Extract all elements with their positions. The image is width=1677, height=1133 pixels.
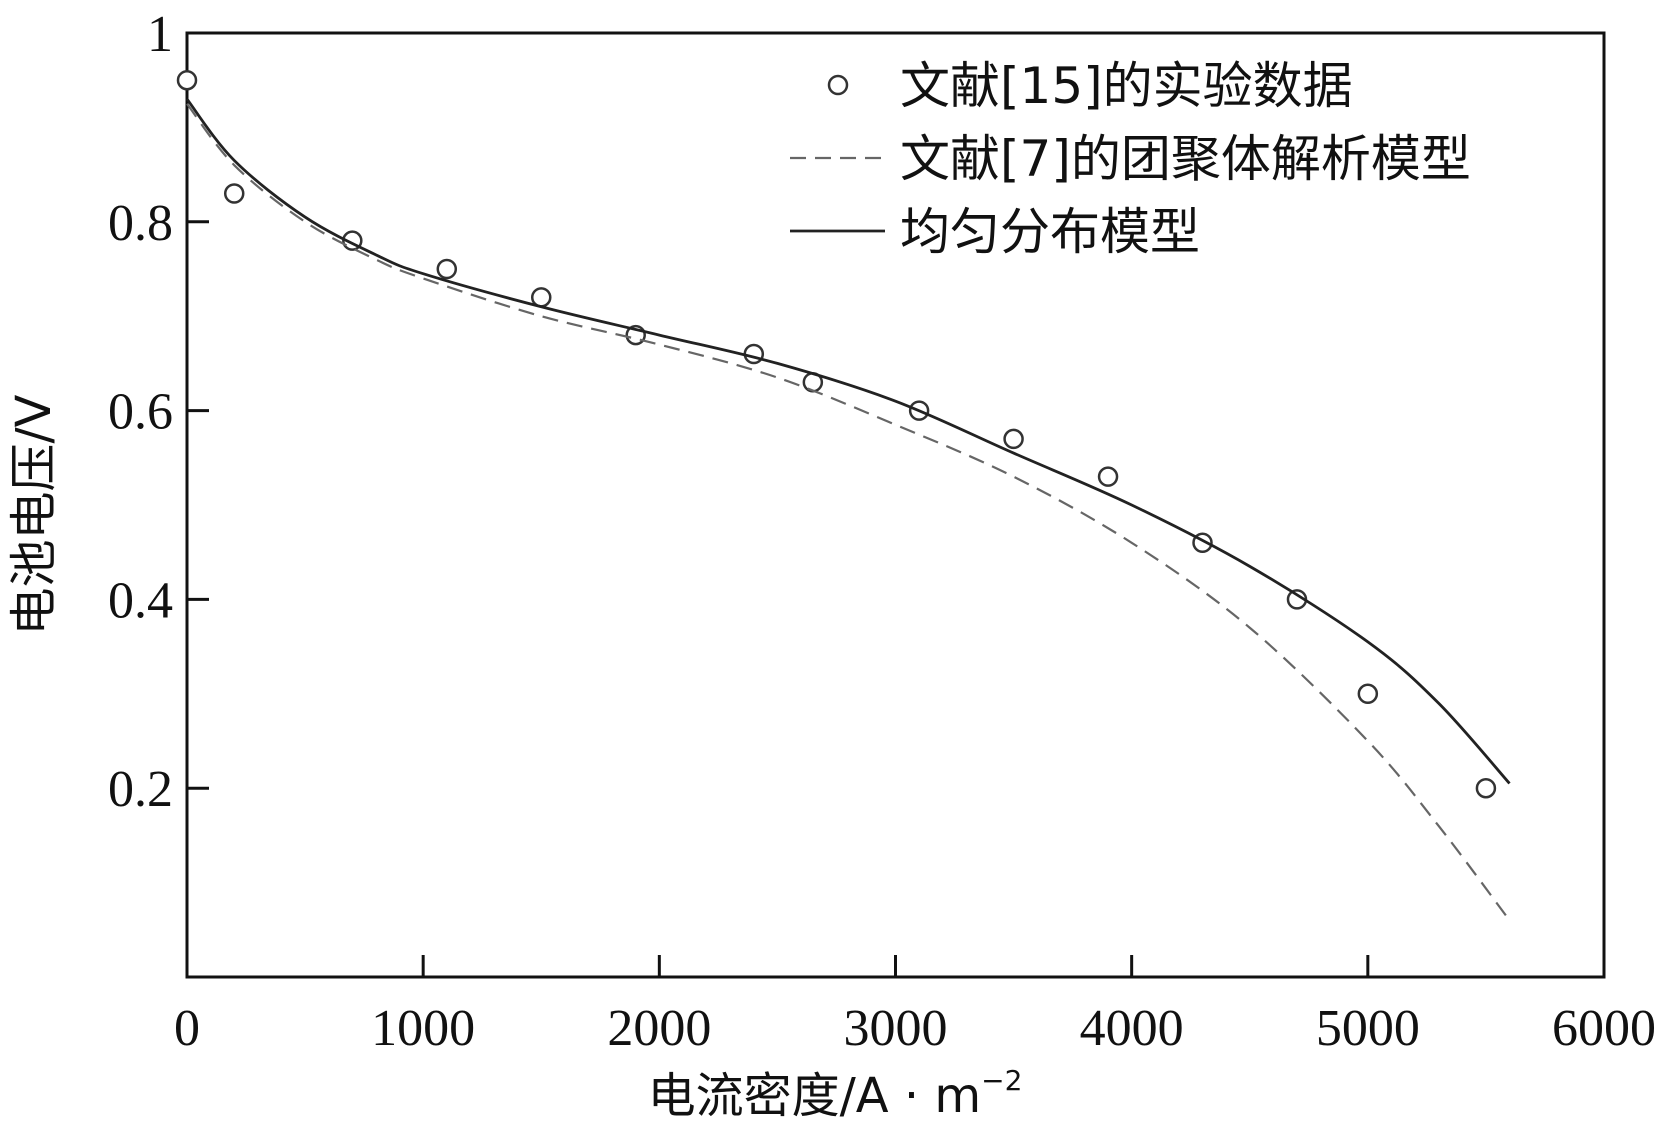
legend-marker — [827, 74, 849, 96]
data-point — [743, 343, 765, 365]
series-line-dashed — [186, 103, 1511, 922]
x-tick-label: 2000 — [607, 1000, 711, 1057]
x-axis-title-main: 电流密度/A · m — [648, 1068, 982, 1124]
x-axis-title-superscript: −2 — [981, 1064, 1022, 1097]
x-axis: 0 1000 2000 3000 4000 5000 6000 — [174, 955, 1656, 1057]
legend-label: 文献[15]的实验数据 — [900, 57, 1353, 115]
y-axis: 0.2 0.4 0.6 0.8 1 — [108, 6, 209, 818]
data-point — [1357, 683, 1379, 705]
x-tick-label: 3000 — [844, 1000, 948, 1057]
data-point — [436, 258, 458, 280]
x-tick-label: 5000 — [1316, 1000, 1420, 1057]
data-point — [176, 69, 198, 91]
data-point — [223, 183, 245, 204]
data-point — [1003, 428, 1024, 450]
legend-label: 均匀分布模型 — [900, 203, 1200, 261]
y-tick-label: 0.2 — [108, 761, 173, 818]
y-tick-label: 0.8 — [108, 195, 173, 252]
x-tick-label: 0 — [174, 1000, 200, 1057]
y-axis-title: 电池电压/V — [6, 394, 62, 635]
y-tick-label: 0.6 — [108, 384, 173, 441]
series-line-solid — [185, 98, 1511, 785]
y-tick-label: 1 — [147, 6, 173, 63]
legend-label: 文献[7]的团聚体解析模型 — [900, 130, 1471, 188]
y-tick-label: 0.4 — [108, 572, 173, 629]
x-tick-label: 4000 — [1080, 1000, 1184, 1057]
data-point — [1475, 777, 1497, 799]
data-point — [531, 287, 552, 308]
x-tick-label: 6000 — [1552, 1000, 1656, 1057]
x-axis-title: 电流密度/A · m−2 — [648, 1064, 1023, 1124]
series-layer — [176, 69, 1511, 922]
x-tick-label: 1000 — [371, 1000, 475, 1057]
data-point — [1097, 466, 1119, 487]
